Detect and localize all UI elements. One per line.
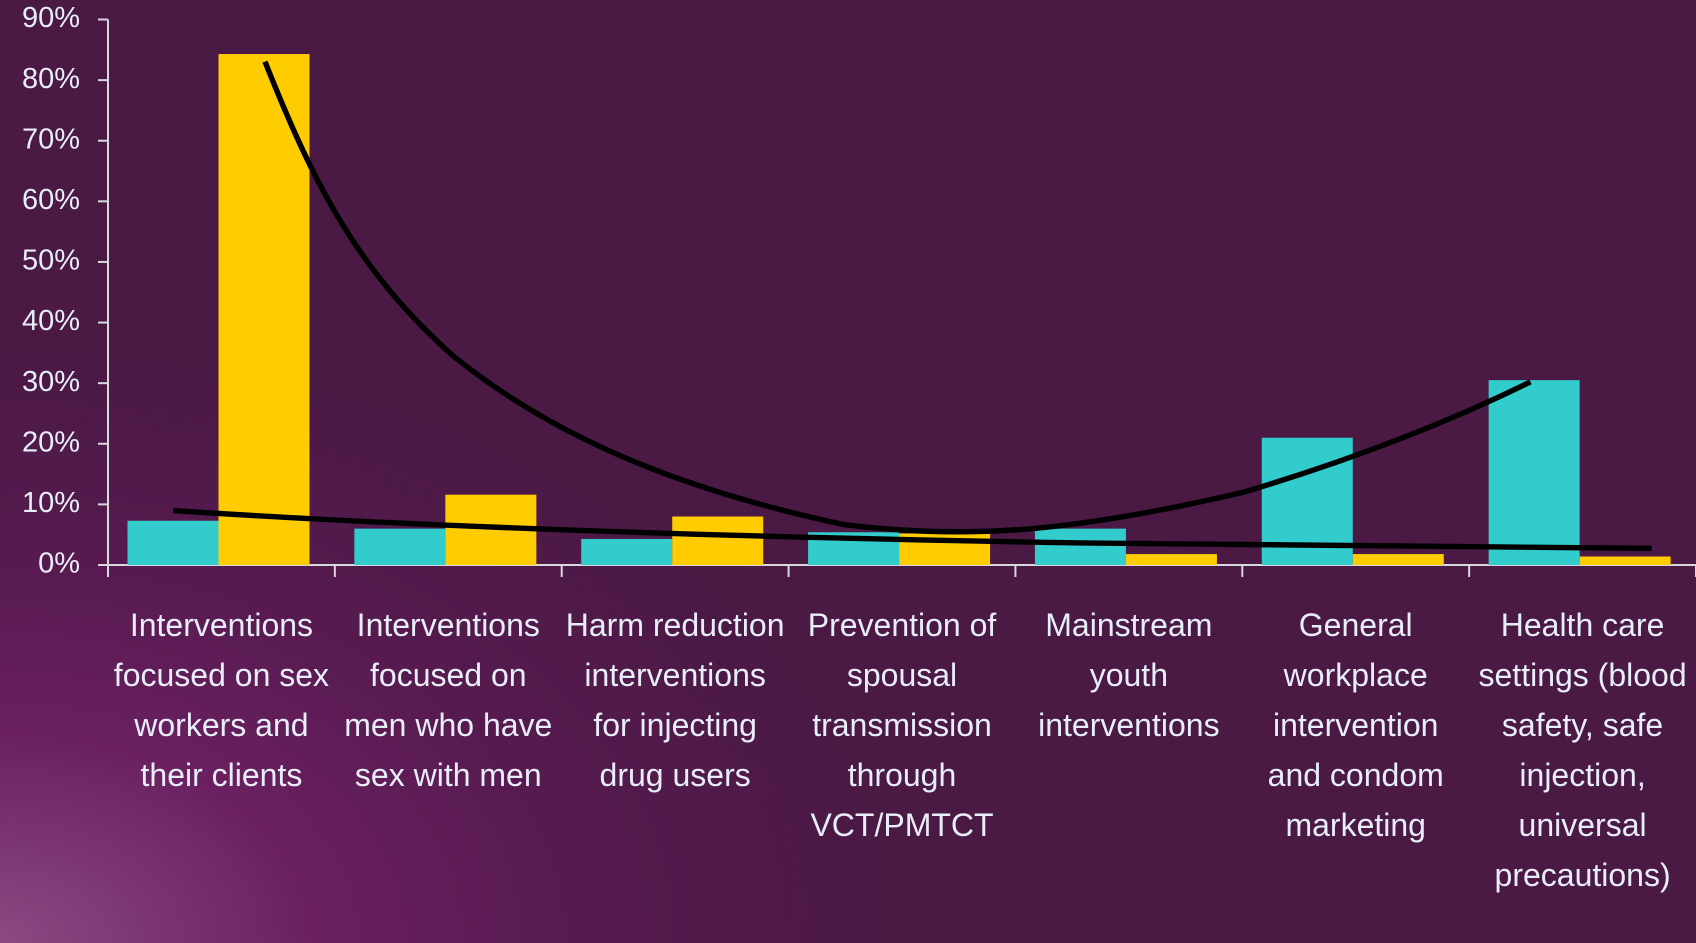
y-tick-label: 10% — [22, 487, 80, 519]
y-tick-label: 80% — [22, 63, 80, 95]
y-tick-label: 30% — [22, 366, 80, 398]
y-tick-label: 20% — [22, 426, 80, 458]
bar — [218, 54, 310, 565]
x-tick-label: Interventions focused on men who have se… — [344, 607, 553, 793]
y-tick-label: 60% — [22, 184, 80, 216]
y-tick-label: 40% — [22, 305, 80, 337]
y-tick-label: 90% — [22, 2, 80, 34]
trend-line — [262, 60, 1532, 535]
trend-line — [172, 507, 1652, 552]
bar — [1352, 554, 1444, 565]
y-tick-label: 0% — [38, 548, 80, 580]
bar — [1034, 528, 1126, 565]
x-tick-label: General workplace intervention and condo… — [1267, 607, 1444, 843]
bar — [354, 528, 446, 565]
bar — [672, 516, 764, 565]
y-tick-label: 50% — [22, 245, 80, 277]
bar — [1125, 554, 1217, 565]
x-tick-label: Harm reduction interventions for injecti… — [565, 607, 785, 793]
bar — [127, 520, 219, 565]
y-tick-label: 70% — [22, 123, 80, 155]
bar — [581, 538, 673, 565]
trend-lines — [172, 60, 1652, 552]
x-tick-label: Mainstream youth interventions — [1038, 607, 1220, 743]
x-tick-label: Prevention of spousal transmission throu… — [807, 607, 997, 843]
bar — [1579, 556, 1671, 565]
bar — [1488, 380, 1580, 565]
x-tick-label: Health care settings (blood safety, safe… — [1478, 607, 1687, 893]
x-tick-label: Interventions focused on sex workers and… — [113, 607, 330, 793]
